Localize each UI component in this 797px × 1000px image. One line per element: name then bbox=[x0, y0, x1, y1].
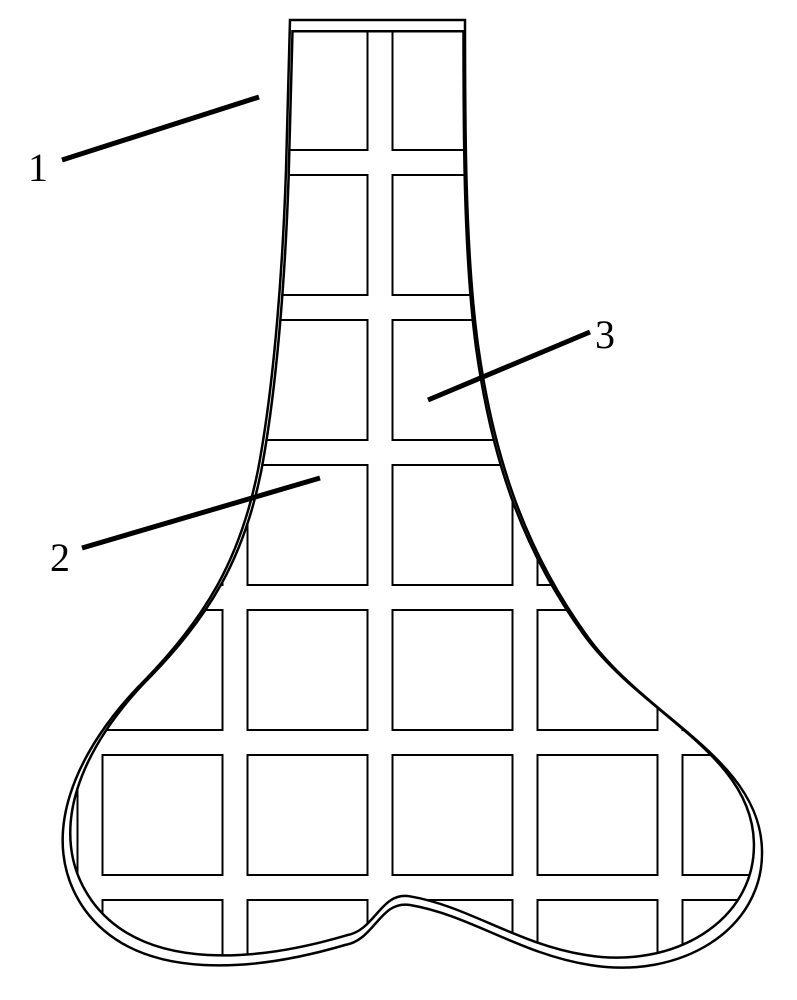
grid-square bbox=[683, 465, 797, 585]
grid-square bbox=[683, 175, 797, 295]
grid-square bbox=[393, 610, 513, 730]
grid-square bbox=[0, 320, 78, 440]
grid-square bbox=[0, 610, 78, 730]
grid-square bbox=[538, 610, 658, 730]
grid-square bbox=[0, 175, 78, 295]
grid-square bbox=[538, 30, 658, 150]
grid-square bbox=[0, 900, 78, 1000]
grid-square bbox=[248, 755, 368, 875]
grid-square bbox=[393, 30, 513, 150]
grid-square bbox=[0, 30, 78, 150]
grid-square bbox=[248, 610, 368, 730]
grid-square bbox=[393, 900, 513, 1000]
grid-square bbox=[683, 610, 797, 730]
grid-square bbox=[393, 755, 513, 875]
grid-square bbox=[248, 175, 368, 295]
leader-line bbox=[82, 478, 320, 548]
grid-square bbox=[103, 30, 223, 150]
grid-square bbox=[103, 755, 223, 875]
grid-square bbox=[538, 900, 658, 1000]
leader-line bbox=[428, 332, 590, 400]
grid-square bbox=[683, 320, 797, 440]
grid-square bbox=[393, 465, 513, 585]
grid-square bbox=[393, 175, 513, 295]
grid-square bbox=[538, 755, 658, 875]
grid-square bbox=[103, 175, 223, 295]
grid-square bbox=[683, 755, 797, 875]
grid-square bbox=[103, 900, 223, 1000]
grid-square bbox=[683, 30, 797, 150]
grid-square bbox=[103, 320, 223, 440]
label-1: 1 bbox=[28, 148, 48, 188]
grid-square bbox=[248, 30, 368, 150]
bone-diagram bbox=[0, 0, 797, 1000]
label-3: 3 bbox=[595, 315, 615, 355]
grid-square bbox=[393, 320, 513, 440]
grid-square bbox=[538, 465, 658, 585]
leader-line bbox=[62, 97, 259, 160]
grid-square bbox=[538, 175, 658, 295]
grid-square bbox=[248, 900, 368, 1000]
label-2: 2 bbox=[50, 538, 70, 578]
